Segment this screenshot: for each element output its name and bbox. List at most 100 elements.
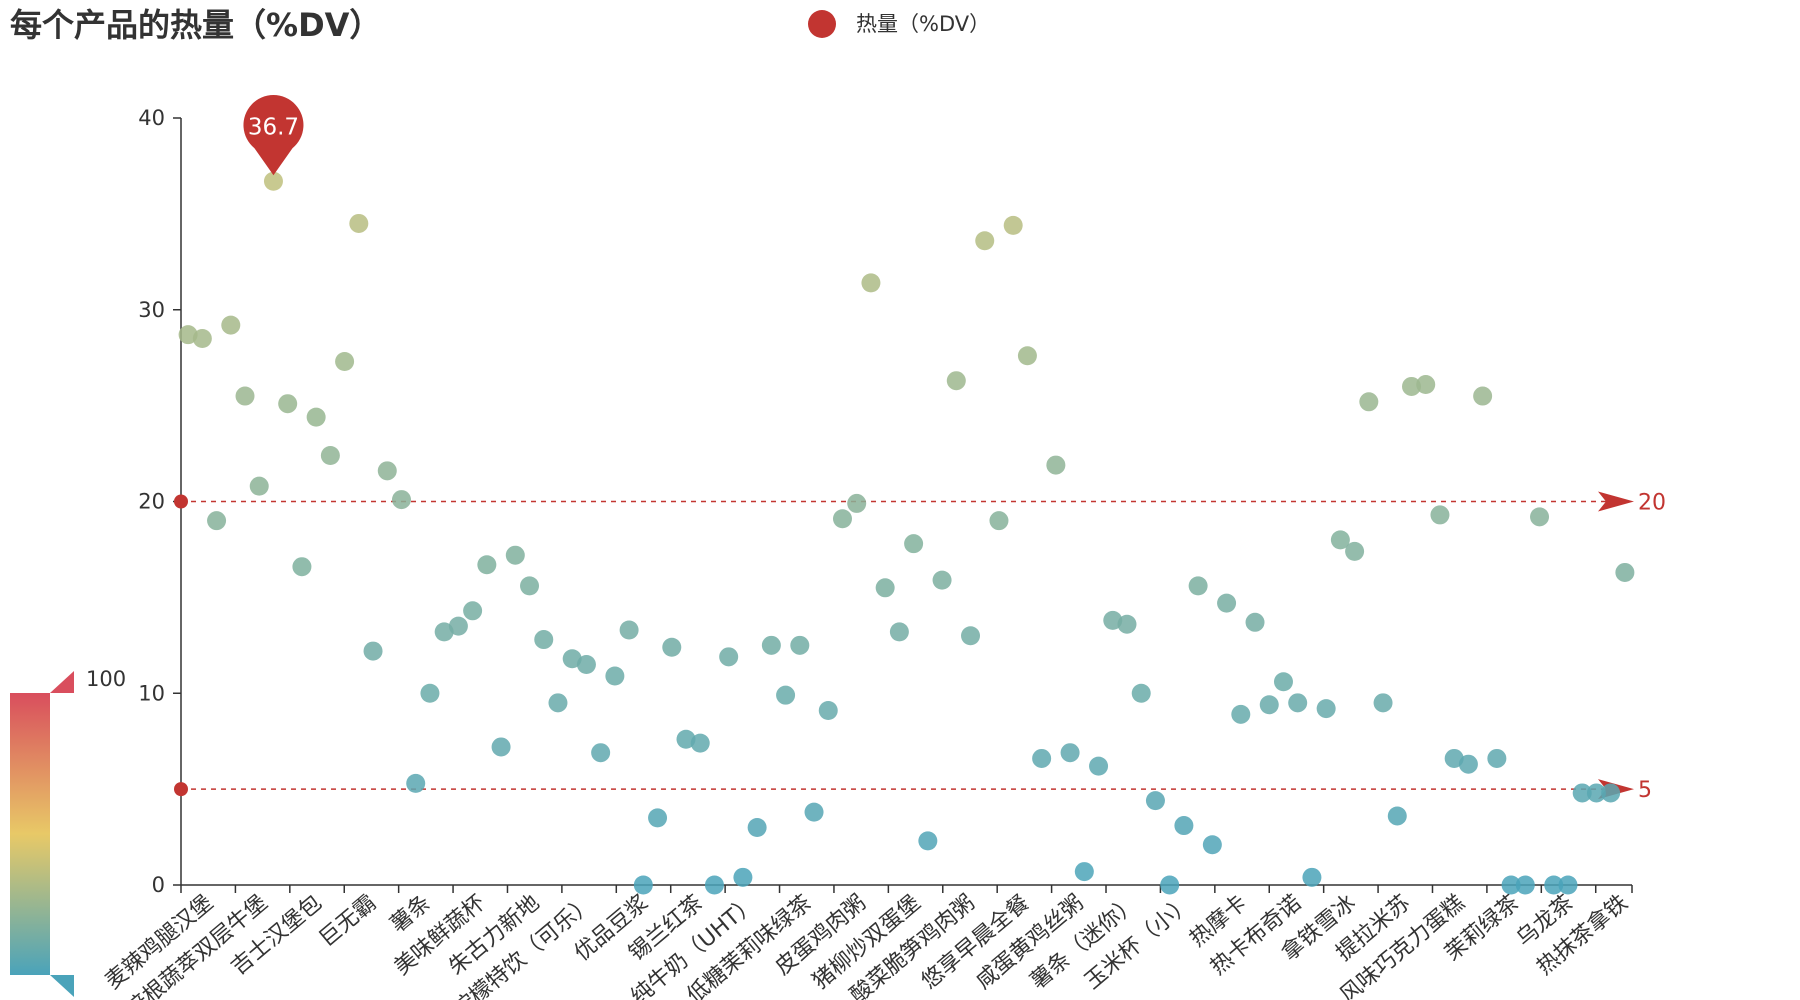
data-point[interactable] [790,635,810,655]
data-point[interactable] [619,620,639,640]
data-point[interactable] [420,683,440,703]
data-point[interactable] [1003,215,1023,235]
data-point[interactable] [1174,816,1194,836]
data-point[interactable] [1131,683,1151,703]
data-point[interactable] [1402,376,1422,396]
data-point[interactable] [491,737,511,757]
data-point[interactable] [1259,695,1279,715]
data-point[interactable] [733,867,753,887]
data-point[interactable] [1458,754,1478,774]
data-point[interactable] [1501,875,1521,895]
visual-map[interactable]: 100 [10,667,126,997]
data-point[interactable] [1430,505,1450,525]
data-point[interactable] [1217,593,1237,613]
data-point[interactable] [320,445,340,465]
data-point[interactable] [576,654,596,674]
data-point[interactable] [1330,530,1350,550]
data-point[interactable] [363,641,383,661]
data-point[interactable] [391,490,411,510]
data-point[interactable] [1245,612,1265,632]
data-point[interactable] [1032,748,1052,768]
data-point[interactable] [605,666,625,686]
data-point[interactable] [1302,867,1322,887]
data-point[interactable] [904,534,924,554]
data-point[interactable] [1373,693,1393,713]
data-point[interactable] [690,733,710,753]
data-point[interactable] [1074,862,1094,882]
data-point[interactable] [548,693,568,713]
data-point[interactable] [477,555,497,575]
data-point[interactable] [1444,748,1464,768]
visual-map-handle-bottom[interactable] [50,975,74,997]
data-point[interactable] [1515,875,1535,895]
data-point[interactable] [1103,610,1123,630]
data-point[interactable] [847,493,867,513]
data-point[interactable] [1387,806,1407,826]
data-point[interactable] [1046,455,1066,475]
data-point[interactable] [1188,576,1208,596]
data-point[interactable] [463,601,483,621]
data-point[interactable] [1316,699,1336,719]
data-point[interactable] [1586,783,1606,803]
data-point[interactable] [676,729,696,749]
data-point[interactable] [1345,541,1365,561]
data-point[interactable] [1530,507,1550,527]
data-point[interactable] [1615,562,1635,582]
data-point[interactable] [633,875,653,895]
data-point[interactable] [719,647,739,667]
data-point[interactable] [975,231,995,251]
data-point[interactable] [832,509,852,529]
data-point[interactable] [434,622,454,642]
data-point[interactable] [1544,875,1564,895]
data-point[interactable] [875,578,895,598]
data-point[interactable] [804,802,824,822]
data-point[interactable] [761,635,781,655]
data-point[interactable] [235,386,255,406]
data-point[interactable] [278,394,298,414]
data-point[interactable] [1089,756,1109,776]
data-point[interactable] [1017,346,1037,366]
data-point[interactable] [961,626,981,646]
data-point[interactable] [1487,748,1507,768]
data-point[interactable] [918,831,938,851]
data-point[interactable] [1359,392,1379,412]
data-point[interactable] [1558,875,1578,895]
data-point[interactable] [1273,672,1293,692]
data-point[interactable] [249,476,269,496]
data-point[interactable] [1145,791,1165,811]
data-point[interactable] [263,171,283,191]
data-point[interactable] [704,875,724,895]
data-point[interactable] [562,649,582,669]
data-point[interactable] [221,315,241,335]
data-point[interactable] [1416,375,1436,395]
data-point[interactable] [406,773,426,793]
data-point[interactable] [1060,743,1080,763]
data-point[interactable] [1288,693,1308,713]
data-point[interactable] [335,352,355,372]
data-point[interactable] [448,616,468,636]
data-point[interactable] [1117,614,1137,634]
legend[interactable]: 热量（%DV） [808,10,990,38]
data-point[interactable] [534,630,554,650]
data-point[interactable] [662,637,682,657]
data-point[interactable] [1601,783,1621,803]
data-point[interactable] [505,545,525,565]
data-point[interactable] [648,808,668,828]
data-point[interactable] [306,407,326,427]
data-point[interactable] [1160,875,1180,895]
data-point[interactable] [207,511,227,531]
data-point[interactable] [591,743,611,763]
visual-map-handle-top[interactable] [50,671,74,693]
data-point[interactable] [889,622,909,642]
data-point[interactable] [1473,386,1493,406]
data-point[interactable] [1202,835,1222,855]
data-point[interactable] [776,685,796,705]
data-point[interactable] [292,557,312,577]
data-point[interactable] [349,213,369,233]
data-point[interactable] [1572,783,1592,803]
data-point[interactable] [520,576,540,596]
data-point[interactable] [377,461,397,481]
data-point[interactable] [747,817,767,837]
data-point[interactable] [946,371,966,391]
data-point[interactable] [989,511,1009,531]
